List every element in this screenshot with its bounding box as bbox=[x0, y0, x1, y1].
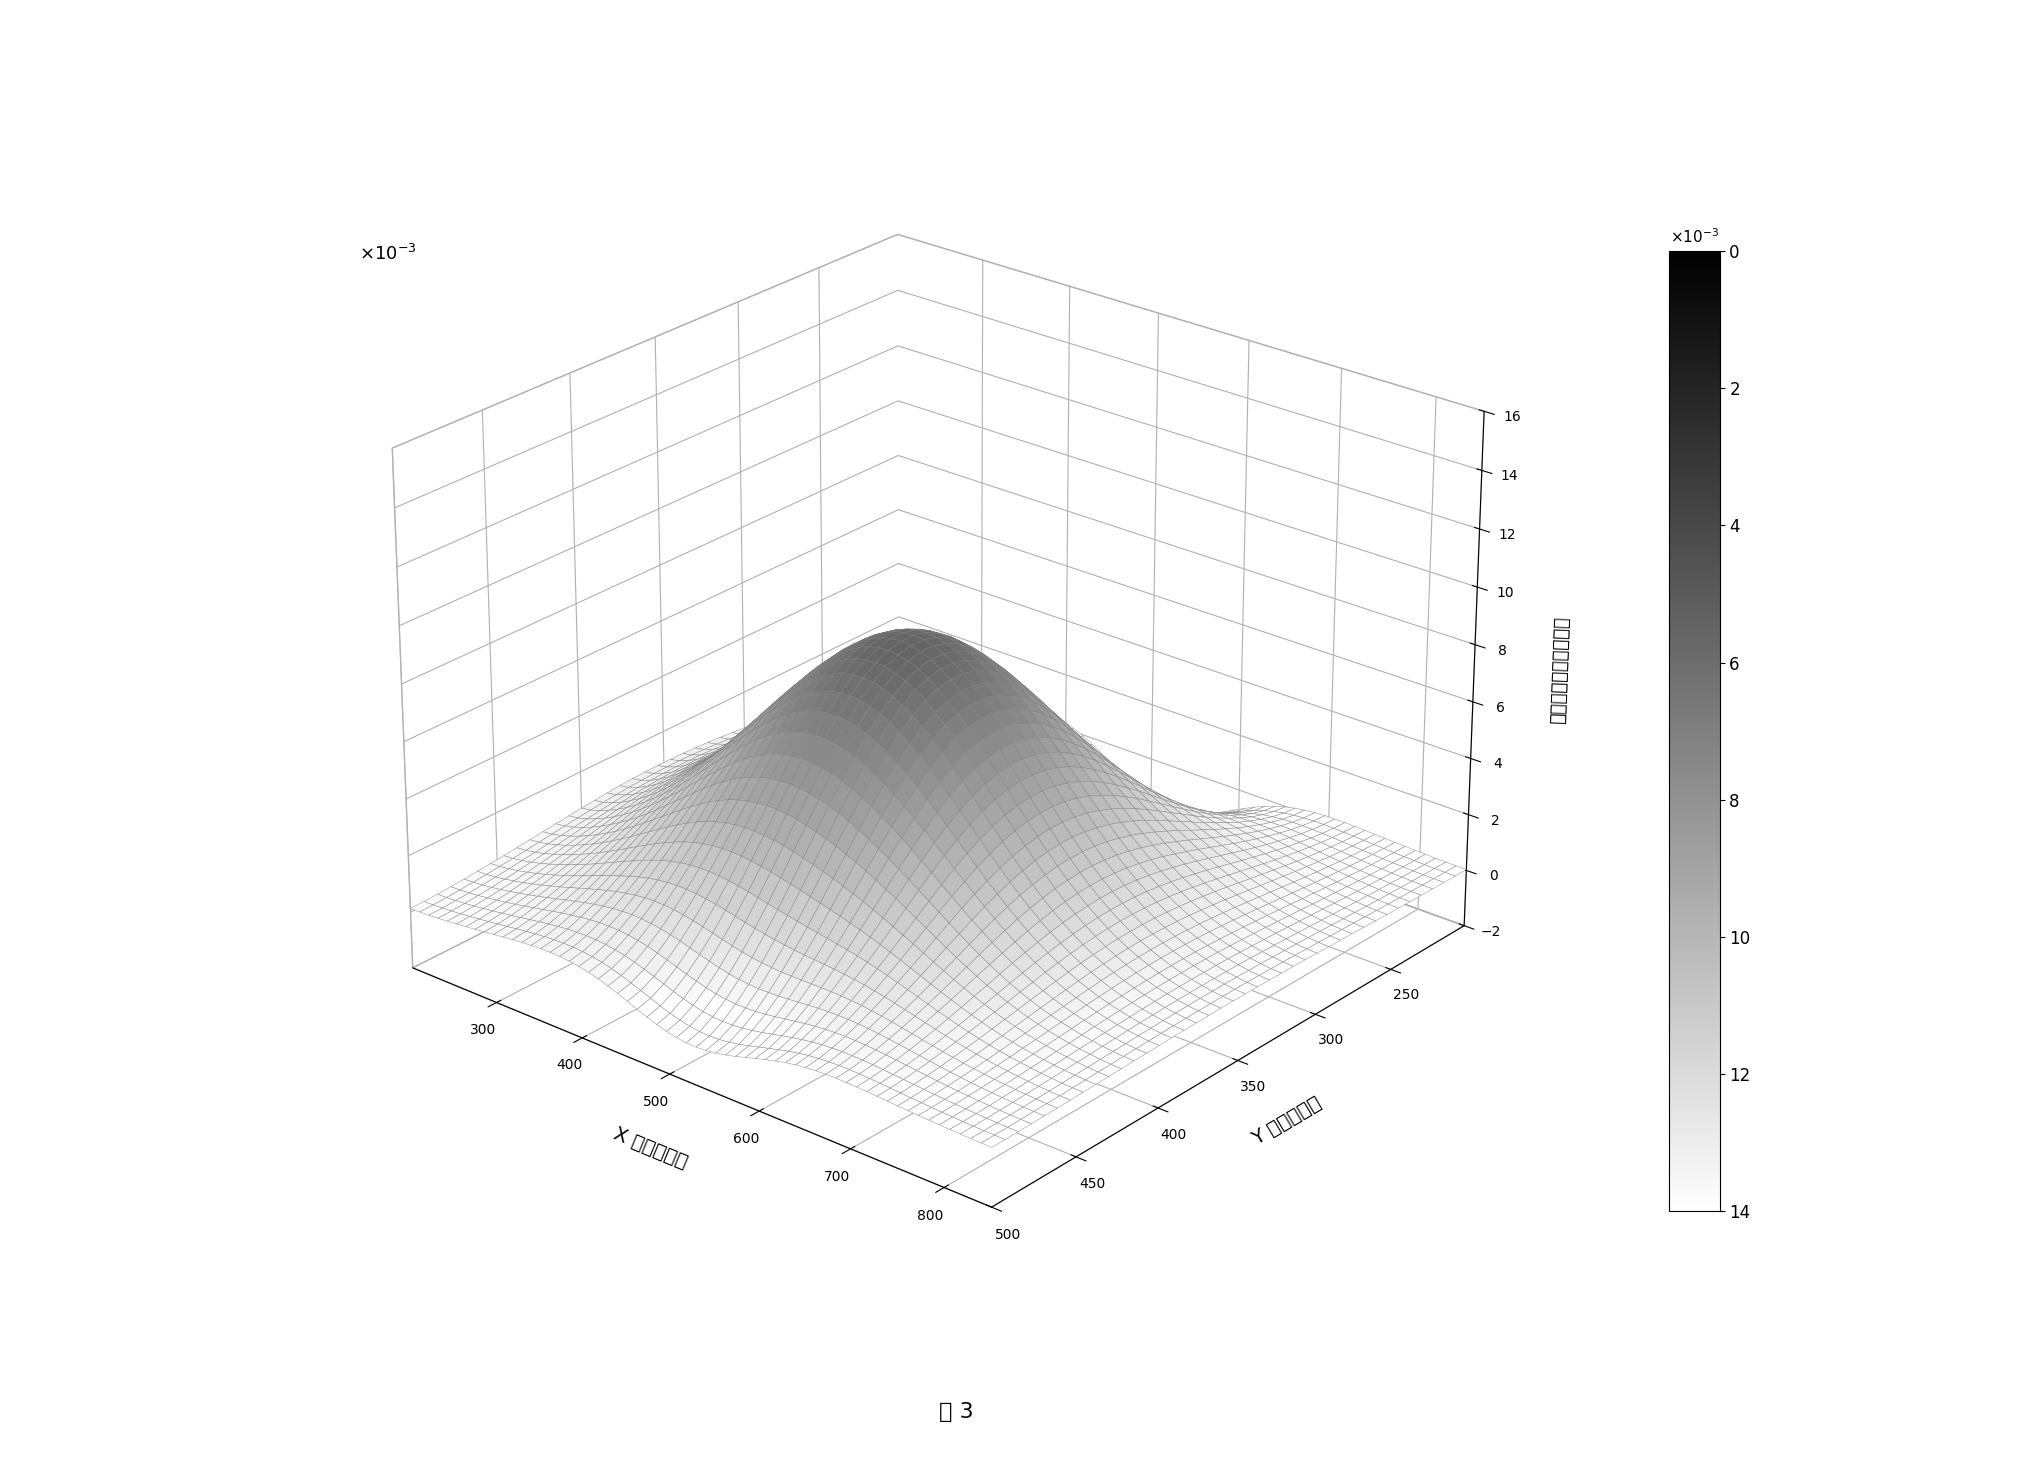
X-axis label: X 轴（像素）: X 轴（像素） bbox=[610, 1124, 690, 1173]
Title: $\times10^{-3}$: $\times10^{-3}$ bbox=[1669, 227, 1720, 245]
Text: $\times10^{-3}$: $\times10^{-3}$ bbox=[358, 244, 417, 264]
Y-axis label: Y 轴（像素）: Y 轴（像素） bbox=[1249, 1093, 1325, 1149]
Text: 图 3: 图 3 bbox=[938, 1402, 975, 1422]
